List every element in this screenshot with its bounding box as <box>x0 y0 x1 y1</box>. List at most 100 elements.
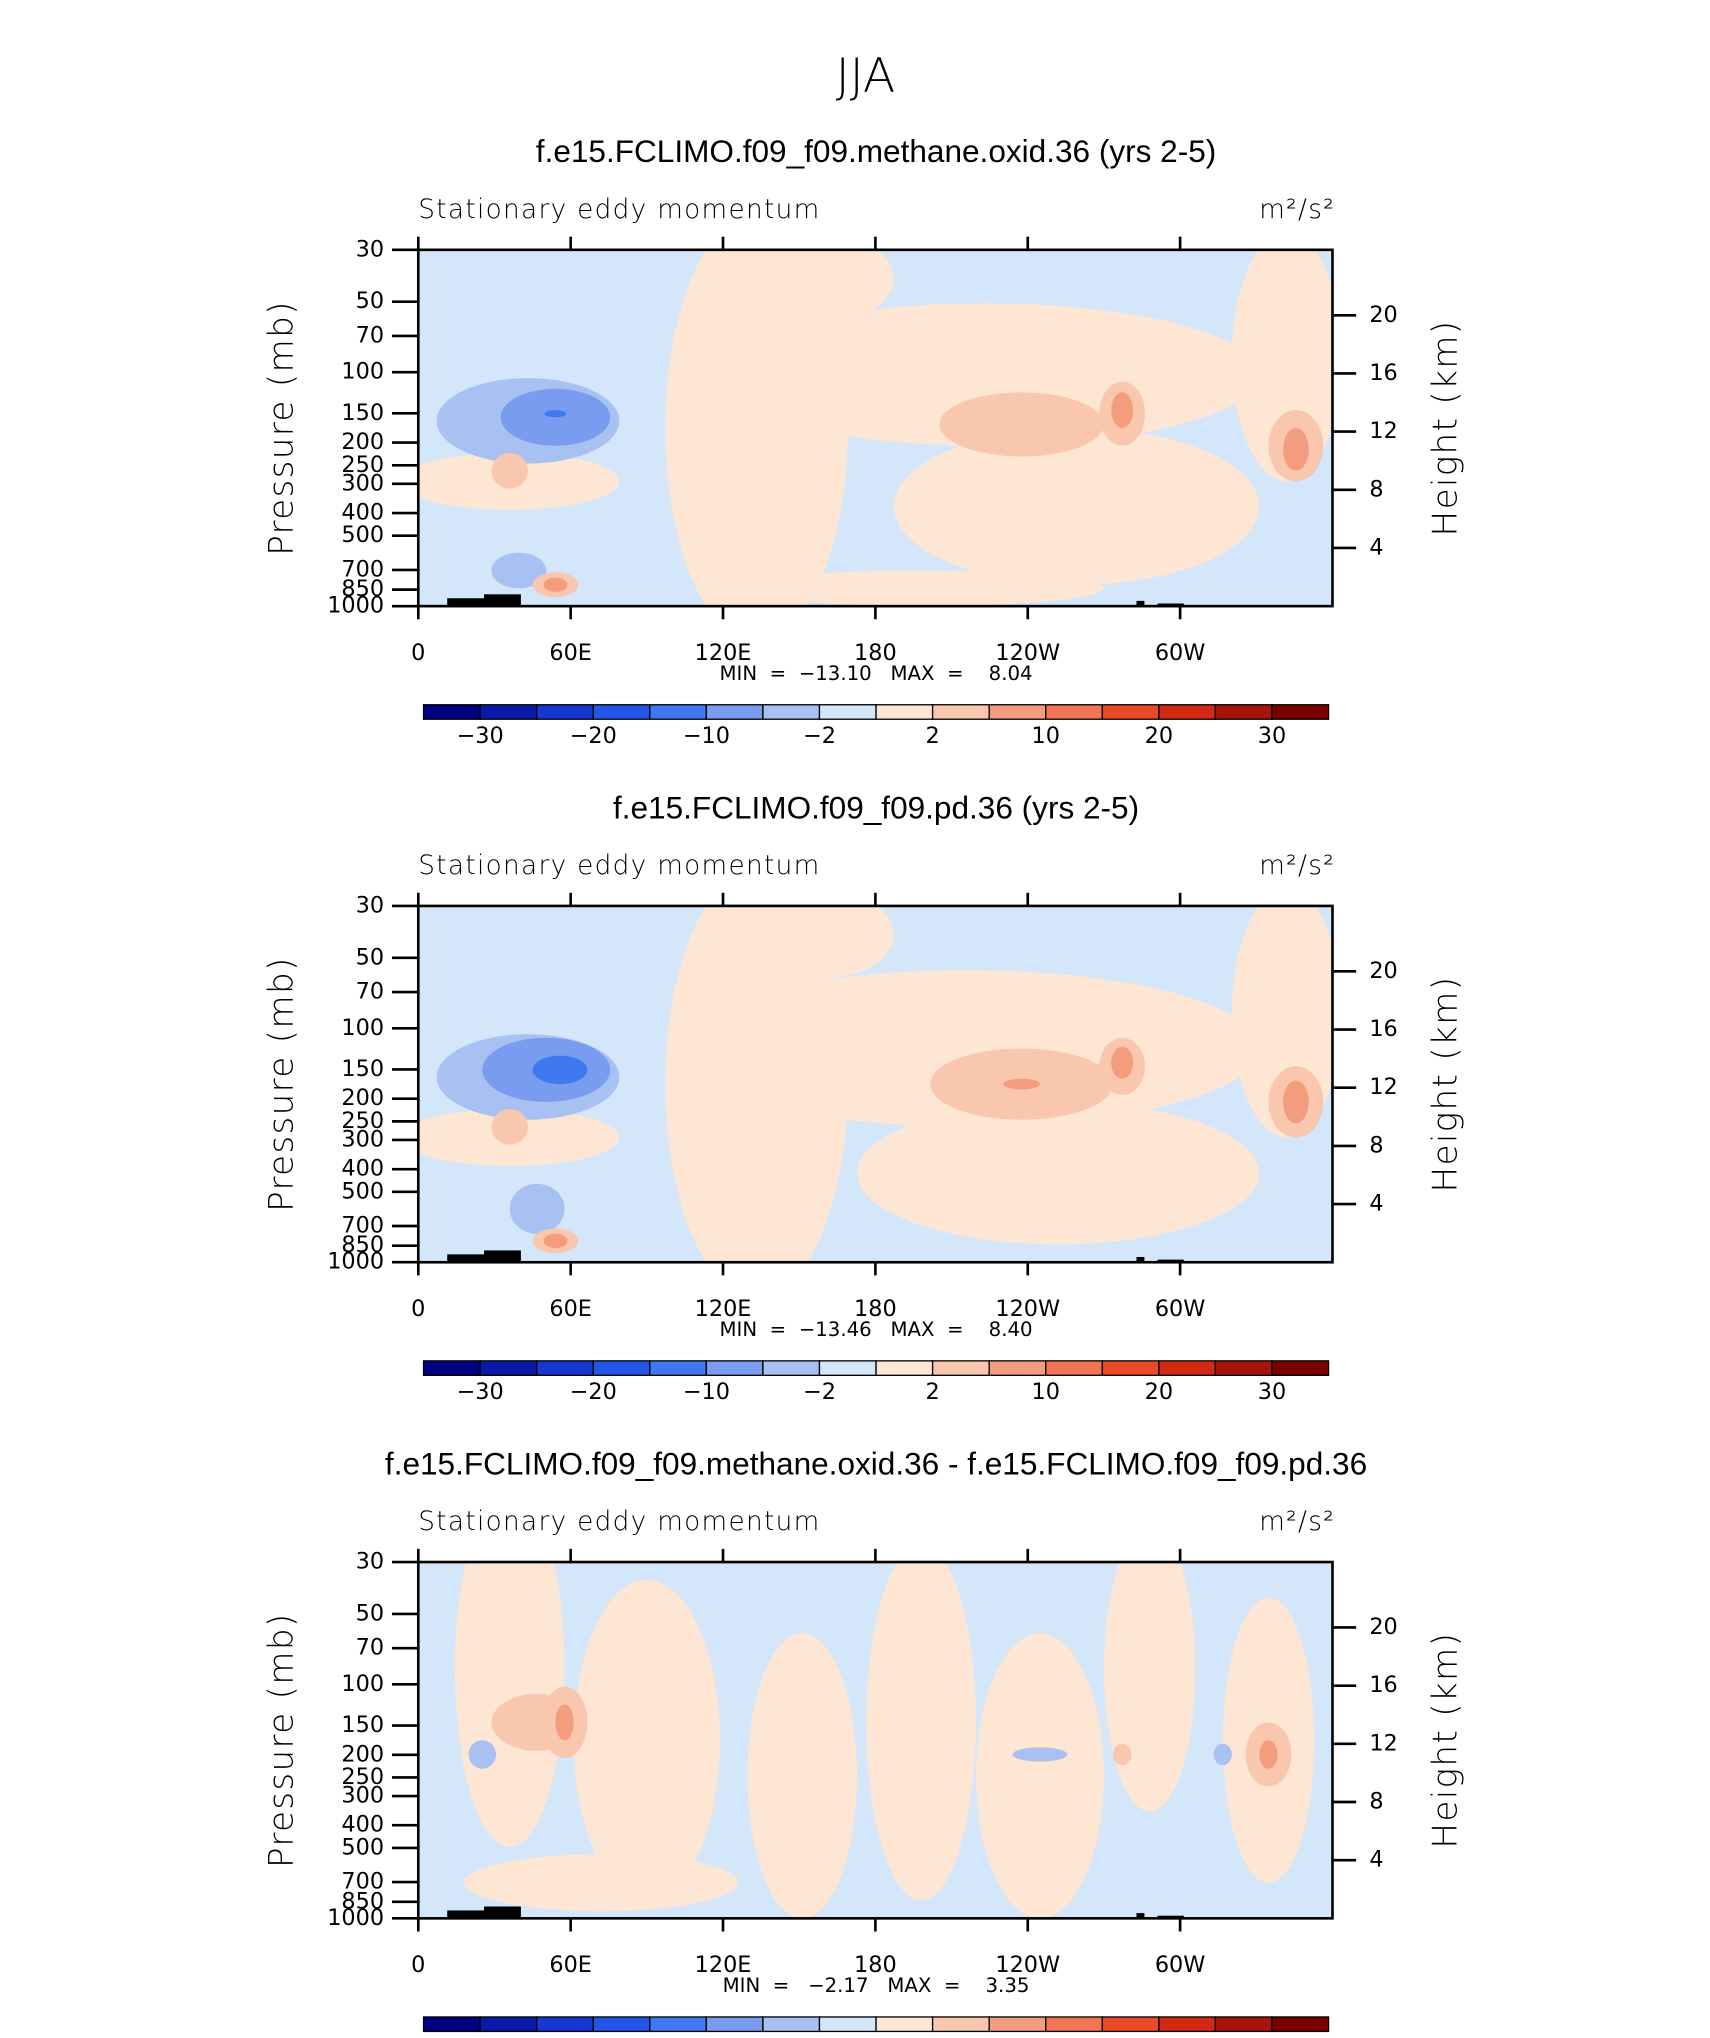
contour-region <box>765 249 894 322</box>
colorbar-box <box>1214 704 1273 720</box>
contour-region <box>1111 1046 1134 1079</box>
y-tick-label: 30 <box>356 236 384 262</box>
contour-field <box>418 905 1333 1263</box>
contour-region <box>464 1854 739 1912</box>
contour-region <box>544 410 567 418</box>
colorbar-box <box>705 1360 764 1376</box>
colorbar-box <box>1101 704 1160 720</box>
terrain <box>1136 600 1145 607</box>
colorbar-box <box>1158 1360 1217 1376</box>
x-tick-label: 0 <box>411 1952 425 1978</box>
contour-region <box>1283 427 1309 471</box>
y-tick-label: 70 <box>356 1635 384 1661</box>
colorbar-label: 10 <box>1258 2035 1286 2038</box>
contour-region <box>1012 1747 1068 1762</box>
colorbar-box <box>592 704 651 720</box>
units-label: m²/s² <box>1259 851 1335 881</box>
min-max: MIN = −13.10 MAX = 8.04 <box>720 662 1033 685</box>
contour-region <box>975 1633 1104 1919</box>
panel: f.e15.FCLIMO.f09_f09.methane.oxid.36 (yr… <box>261 133 1465 749</box>
colorbar-label: 10 <box>1032 723 1060 749</box>
y2-axis-label: Height (km) <box>1425 976 1465 1193</box>
y-tick-label: 700 <box>341 1213 384 1239</box>
y-tick-label: 200 <box>341 429 384 455</box>
terrain <box>447 598 487 607</box>
colorbar-label: 20 <box>1145 723 1173 749</box>
x-tick-label: 0 <box>411 640 425 666</box>
y-tick-label: 400 <box>341 500 384 526</box>
terrain <box>1136 1256 1145 1263</box>
y-tick-label: 300 <box>341 470 384 496</box>
contour-field <box>418 249 1333 607</box>
x-tick-label: 180 <box>854 1296 897 1322</box>
y2-tick-label: 20 <box>1369 958 1397 984</box>
x-tick-label: 120E <box>695 1952 752 1978</box>
contour-region <box>491 452 528 489</box>
colorbar-box <box>818 2016 877 2033</box>
colorbar-label: 2 <box>925 1379 939 1405</box>
y-tick-label: 70 <box>356 322 384 348</box>
y-tick-label: 150 <box>341 1712 384 1738</box>
contour-region <box>857 1101 1260 1245</box>
colorbar-label: −2 <box>746 2035 779 2038</box>
y-tick-label: 100 <box>341 359 384 385</box>
contour-region <box>509 1183 565 1234</box>
colorbar-label: 4 <box>1095 2035 1109 2038</box>
terrain <box>447 1254 487 1263</box>
colorbar-box <box>1271 704 1330 720</box>
y2-tick-label: 12 <box>1369 1730 1397 1756</box>
field-label: Stationary eddy momentum <box>418 195 820 225</box>
contour-region <box>1111 392 1134 428</box>
y2-tick-label: 20 <box>1369 1614 1397 1640</box>
colorbar-box <box>762 704 821 720</box>
y-tick-label: 200 <box>341 1085 384 1111</box>
panel-title: f.e15.FCLIMO.f09_f09.methane.oxid.36 - f… <box>385 1445 1367 1481</box>
terrain <box>484 1250 521 1263</box>
contour-region <box>1003 1078 1040 1090</box>
y-tick-label: 250 <box>341 1764 384 1790</box>
colorbar-box <box>818 1360 877 1376</box>
colorbar-box <box>1158 2016 1217 2033</box>
colorbar-label: 10 <box>1032 1379 1060 1405</box>
y-tick-label: 850 <box>341 576 384 602</box>
colorbar-label: −20 <box>570 1379 617 1405</box>
colorbar-box <box>1045 2016 1103 2033</box>
x-tick-label: 120W <box>995 1952 1060 1978</box>
contour-region <box>747 1633 858 1919</box>
x-tick-label: 120E <box>695 640 752 666</box>
colorbar-box <box>649 1360 708 1376</box>
colorbar-box <box>705 2016 764 2033</box>
y2-tick-label: 12 <box>1369 1074 1397 1100</box>
y2-tick-label: 4 <box>1369 1191 1383 1217</box>
colorbar-label: 2 <box>982 2035 996 2038</box>
colorbar-label: −10 <box>683 723 730 749</box>
colorbar-label: 30 <box>1258 1379 1286 1405</box>
colorbar-label: 1 <box>925 2035 939 2038</box>
contour-field <box>418 1562 1333 1919</box>
colorbar-label: 2 <box>925 723 939 749</box>
colorbar-label: 3 <box>1039 2035 1053 2038</box>
colorbar-box <box>422 2016 481 2033</box>
terrain <box>484 1906 521 1919</box>
y-tick-label: 500 <box>341 1178 384 1204</box>
x-tick-label: 60E <box>549 640 592 666</box>
x-tick-label: 180 <box>854 1952 897 1978</box>
colorbar-box <box>875 1360 934 1376</box>
colorbar-label: −1 <box>803 2035 836 2038</box>
colorbar-label: −2 <box>803 723 836 749</box>
y-tick-label: 1000 <box>327 593 384 619</box>
colorbar-label: −4 <box>633 2035 666 2038</box>
colorbar-label: −30 <box>457 1379 504 1405</box>
contour-region <box>500 388 611 446</box>
x-tick-label: 60W <box>1155 1296 1206 1322</box>
field-label: Stationary eddy momentum <box>418 851 820 881</box>
y-tick-label: 850 <box>341 1232 384 1258</box>
y2-tick-label: 8 <box>1369 1789 1383 1815</box>
colorbar-label: −30 <box>457 723 504 749</box>
y-tick-label: 200 <box>341 1741 384 1767</box>
y-axis-label: Pressure (mb) <box>261 1612 301 1868</box>
x-tick-label: 60W <box>1155 1952 1206 1978</box>
contour-region <box>532 1055 588 1085</box>
colorbar-label: −6 <box>577 2035 610 2038</box>
